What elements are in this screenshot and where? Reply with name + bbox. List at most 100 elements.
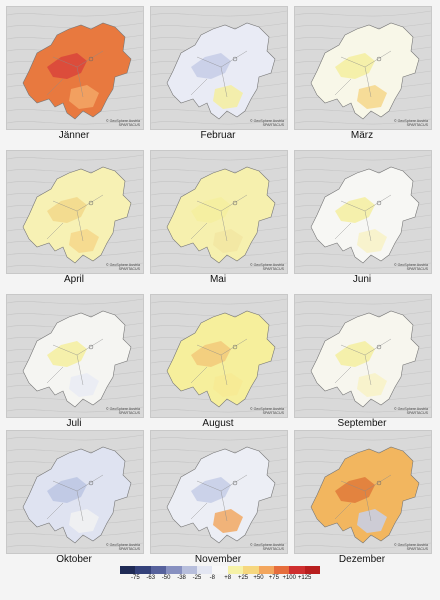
legend-label: -38 bbox=[177, 575, 186, 581]
credit-line: SPARTACUS bbox=[406, 267, 428, 271]
map-svg bbox=[7, 10, 143, 125]
anomaly-zone bbox=[191, 197, 231, 223]
month-panel: © GeoSphere Austria SPARTACUS Juli bbox=[6, 294, 144, 430]
month-label: Mai bbox=[209, 274, 227, 285]
legend-label: -8 bbox=[209, 575, 215, 581]
month-label: Dezember bbox=[338, 554, 386, 565]
terrain-line bbox=[151, 106, 287, 113]
legend-swatch bbox=[120, 566, 136, 574]
district-lines bbox=[190, 338, 248, 386]
month-panel: © GeoSphere Austria SPARTACUS Oktober bbox=[6, 430, 144, 566]
month-label: September bbox=[337, 418, 387, 429]
map-credit: © GeoSphere Austria SPARTACUS bbox=[394, 263, 428, 271]
legend-label: -25 bbox=[192, 575, 202, 581]
terrain-line bbox=[7, 22, 143, 29]
month-label: Oktober bbox=[56, 554, 92, 565]
legend-label: -75 bbox=[131, 575, 140, 581]
anomaly-zone bbox=[213, 85, 243, 109]
credit-line: SPARTACUS bbox=[118, 411, 140, 415]
map-credit: © GeoSphere Austria SPARTACUS bbox=[106, 263, 140, 271]
map-svg bbox=[7, 434, 143, 549]
city-marker bbox=[376, 200, 382, 206]
map-svg bbox=[151, 10, 287, 125]
map-credit: © GeoSphere Austria SPARTACUS bbox=[106, 119, 140, 127]
precipitation-map: © GeoSphere Austria SPARTACUS bbox=[150, 150, 288, 274]
month-label: August bbox=[202, 418, 234, 429]
terrain-line bbox=[151, 542, 287, 549]
terrain-line bbox=[7, 250, 143, 257]
terrain-line bbox=[295, 394, 431, 401]
month-panel: © GeoSphere Austria SPARTACUS Juni bbox=[294, 150, 432, 286]
legend-label: -50 bbox=[161, 575, 171, 581]
credit-line: © GeoSphere Austria bbox=[249, 543, 284, 547]
precipitation-map: © GeoSphere Austria SPARTACUS bbox=[150, 430, 288, 554]
legend-swatch bbox=[135, 566, 151, 574]
anomaly-zone bbox=[335, 53, 375, 79]
terrain-line bbox=[295, 530, 431, 537]
legend-swatch bbox=[258, 566, 274, 574]
month-panel: © GeoSphere Austria SPARTACUS Mai bbox=[150, 150, 288, 286]
anomaly-zone bbox=[191, 53, 231, 79]
terrain-line bbox=[295, 262, 431, 269]
district-lines bbox=[46, 474, 104, 522]
legend-label: -63 bbox=[146, 575, 156, 581]
terrain-line bbox=[151, 250, 287, 257]
month-label: Februar bbox=[200, 130, 236, 141]
precipitation-map: © GeoSphere Austria SPARTACUS bbox=[294, 150, 432, 274]
city-marker bbox=[88, 200, 94, 206]
terrain-line bbox=[295, 310, 431, 317]
precipitation-map: © GeoSphere Austria SPARTACUS bbox=[6, 294, 144, 418]
terrain-line bbox=[7, 118, 143, 125]
credit-line: © GeoSphere Austria bbox=[393, 119, 428, 123]
credit-line: © GeoSphere Austria bbox=[393, 407, 428, 411]
terrain-line bbox=[295, 106, 431, 113]
district-lines bbox=[190, 474, 248, 522]
anomaly-zone bbox=[47, 197, 87, 223]
precipitation-map: © GeoSphere Austria SPARTACUS bbox=[6, 150, 144, 274]
map-credit: © GeoSphere Austria SPARTACUS bbox=[106, 407, 140, 415]
month-label: Juli bbox=[66, 418, 82, 429]
month-panel: © GeoSphere Austria SPARTACUS August bbox=[150, 294, 288, 430]
month-panel: © GeoSphere Austria SPARTACUS September bbox=[294, 294, 432, 430]
city-marker bbox=[232, 56, 238, 62]
month-label: Juni bbox=[352, 274, 372, 285]
terrain-line bbox=[295, 10, 431, 17]
anomaly-zone bbox=[47, 53, 87, 79]
district-lines bbox=[190, 50, 248, 98]
terrain-line bbox=[7, 406, 143, 413]
credit-line: SPARTACUS bbox=[262, 547, 284, 551]
terrain-line bbox=[151, 434, 287, 441]
credit-line: SPARTACUS bbox=[262, 411, 284, 415]
terrain-line bbox=[151, 166, 287, 173]
terrain-line bbox=[295, 250, 431, 257]
map-credit: © GeoSphere Austria SPARTACUS bbox=[394, 119, 428, 127]
city-marker bbox=[376, 480, 382, 486]
anomaly-zone bbox=[357, 509, 387, 533]
terrain-line bbox=[295, 166, 431, 173]
anomaly-zone bbox=[47, 477, 87, 503]
anomaly-zone bbox=[213, 509, 243, 533]
month-panel: © GeoSphere Austria SPARTACUS Februar bbox=[150, 6, 288, 142]
terrain-line bbox=[295, 22, 431, 29]
map-credit: © GeoSphere Austria SPARTACUS bbox=[250, 119, 284, 127]
district-lines bbox=[334, 50, 392, 98]
city-marker bbox=[376, 344, 382, 350]
terrain-line bbox=[7, 298, 143, 305]
map-credit: © GeoSphere Austria SPARTACUS bbox=[250, 543, 284, 551]
terrain-line bbox=[7, 154, 143, 161]
district-lines bbox=[190, 194, 248, 242]
credit-line: © GeoSphere Austria bbox=[249, 407, 284, 411]
district-lines bbox=[334, 338, 392, 386]
terrain-line bbox=[295, 298, 431, 305]
credit-line: © GeoSphere Austria bbox=[393, 263, 428, 267]
district-lines bbox=[334, 474, 392, 522]
legend-swatch bbox=[196, 566, 213, 574]
monthly-maps-grid: © GeoSphere Austria SPARTACUS Jänner © GeoS… bbox=[6, 6, 432, 565]
terrain-line bbox=[295, 446, 431, 453]
precipitation-map: © GeoSphere Austria SPARTACUS bbox=[6, 6, 144, 130]
map-svg bbox=[295, 10, 431, 125]
color-legend: -75 -63 -50 -38 -25 -8 +8 +25 +50 +75 +100 +125 bbox=[120, 566, 321, 586]
legend-swatch bbox=[289, 566, 305, 574]
month-panel: © GeoSphere Austria SPARTACUS November bbox=[150, 430, 288, 566]
map-svg bbox=[295, 434, 431, 549]
